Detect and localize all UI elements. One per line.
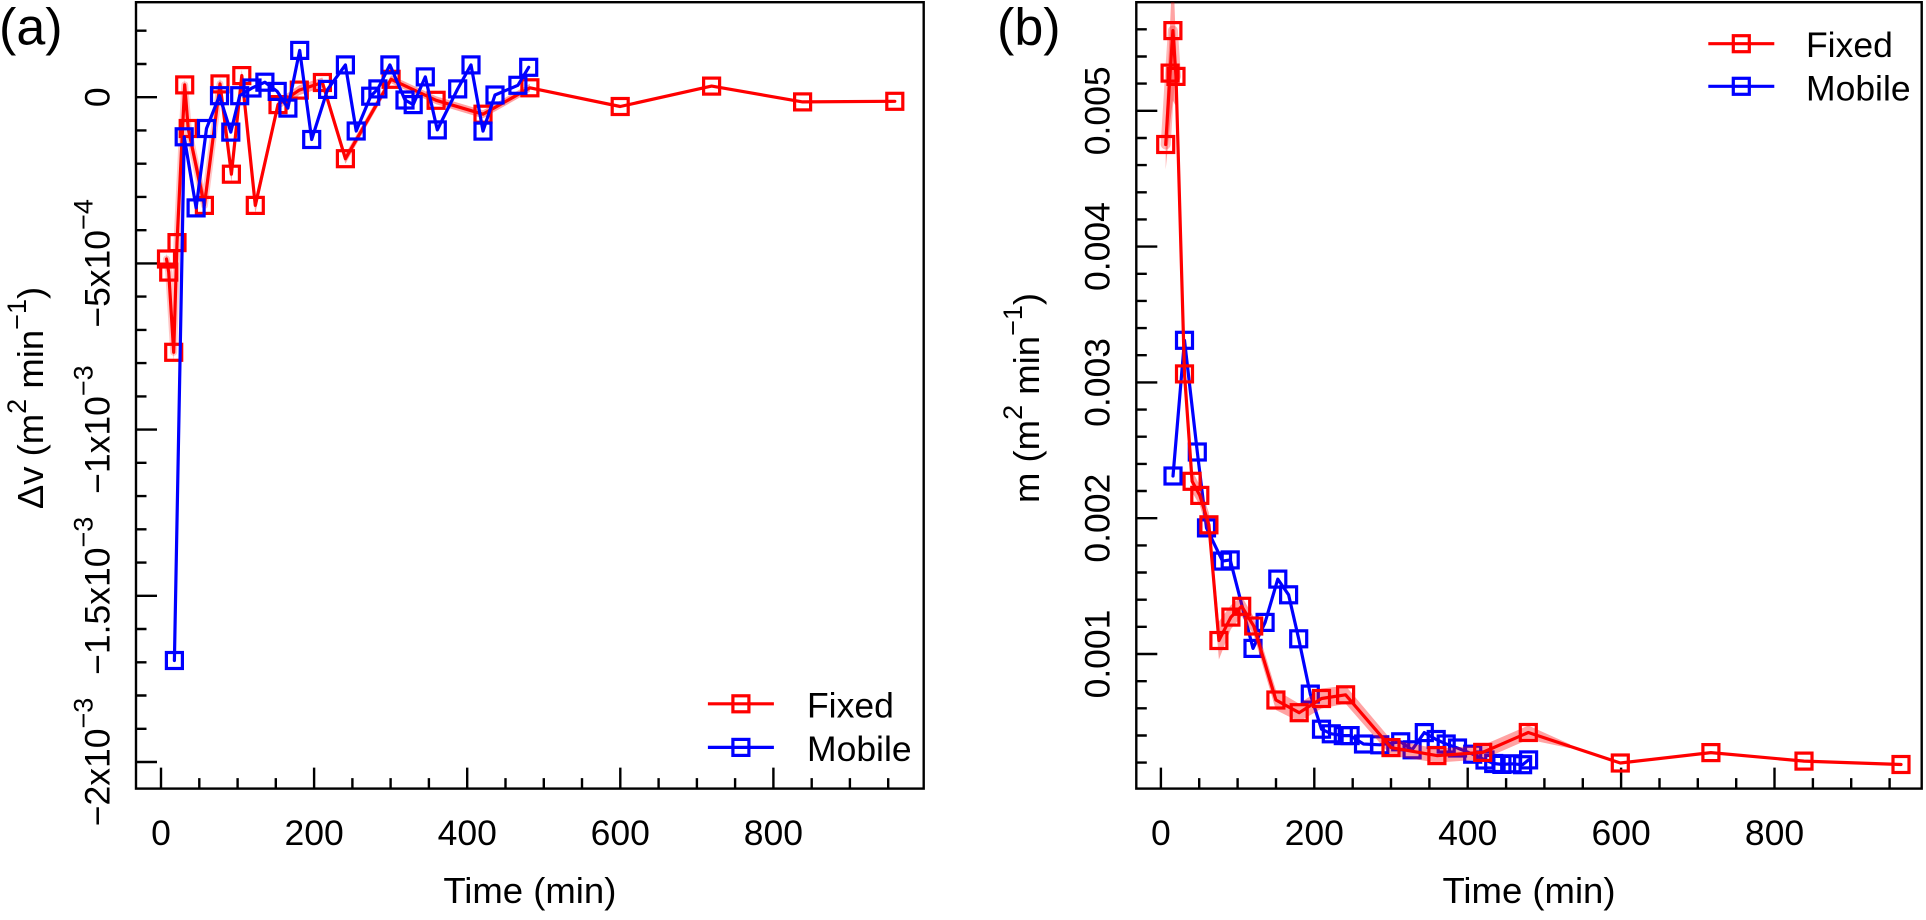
svg-text:Mobile: Mobile (807, 729, 912, 769)
svg-text:Fixed: Fixed (1806, 25, 1893, 65)
svg-text:Mobile: Mobile (1806, 68, 1911, 108)
svg-text:0.005: 0.005 (1078, 66, 1118, 155)
svg-text:200: 200 (284, 813, 343, 853)
svg-text:0: 0 (1151, 813, 1171, 853)
svg-text:0.003: 0.003 (1078, 338, 1118, 427)
svg-text:400: 400 (438, 813, 497, 853)
svg-text:600: 600 (1591, 813, 1650, 853)
svg-text:0: 0 (151, 813, 171, 853)
svg-text:800: 800 (744, 813, 803, 853)
svg-text:Fixed: Fixed (807, 686, 894, 726)
svg-text:0.004: 0.004 (1078, 202, 1118, 291)
svg-text:(b): (b) (997, 0, 1061, 57)
svg-text:200: 200 (1285, 813, 1344, 853)
svg-text:Time (min): Time (min) (443, 870, 616, 911)
svg-text:(a): (a) (0, 0, 63, 57)
svg-text:0.002: 0.002 (1078, 474, 1118, 563)
svg-text:600: 600 (591, 813, 650, 853)
svg-text:0.001: 0.001 (1078, 610, 1118, 699)
svg-text:Time (min): Time (min) (1442, 870, 1615, 911)
svg-text:400: 400 (1438, 813, 1497, 853)
svg-text:800: 800 (1745, 813, 1804, 853)
svg-text:0: 0 (78, 87, 118, 107)
